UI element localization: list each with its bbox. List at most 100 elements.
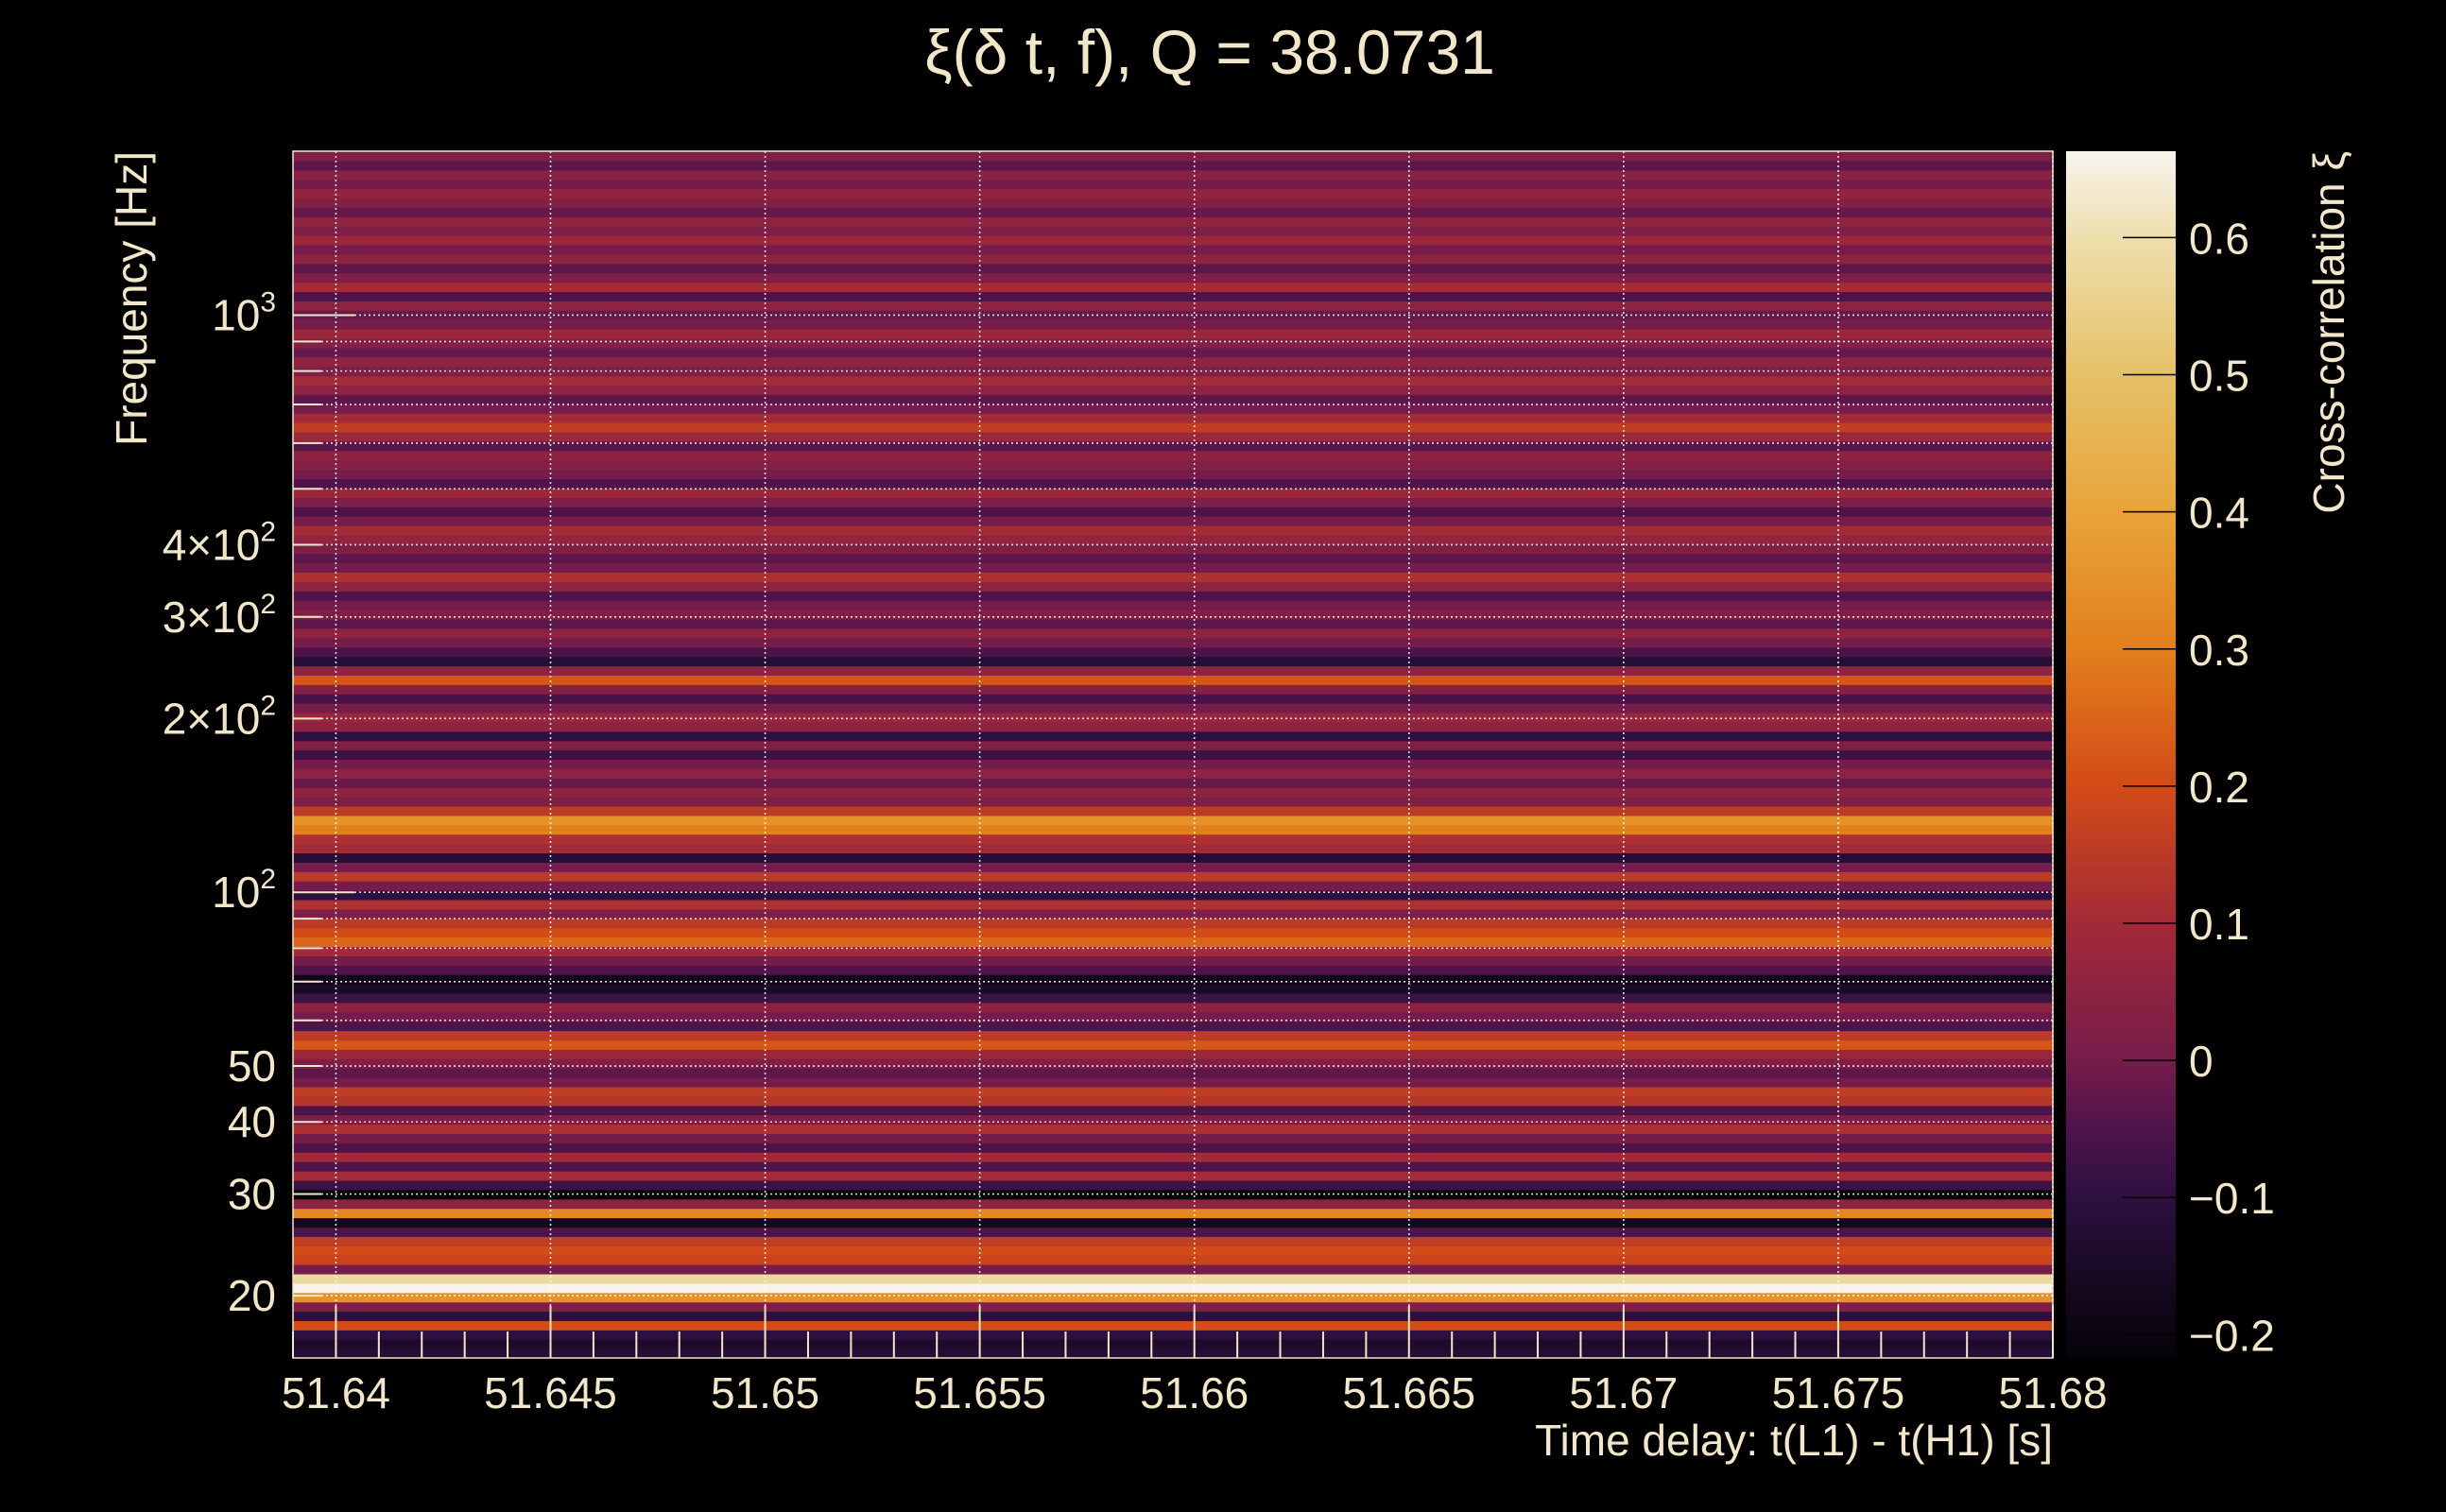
heatmap-row	[293, 730, 2053, 742]
colorbar-tick-label: −0.2	[2189, 1311, 2275, 1360]
heatmap-row	[293, 1236, 2053, 1246]
heatmap-row	[293, 600, 2053, 610]
heatmap-row	[293, 656, 2053, 667]
heatmap-row	[293, 1058, 2053, 1069]
heatmap-row	[293, 759, 2053, 769]
heatmap-row	[293, 899, 2053, 910]
heatmap-row	[293, 1077, 2053, 1088]
heatmap-row	[293, 572, 2053, 582]
heatmap-row	[293, 301, 2053, 311]
heatmap-row	[293, 244, 2053, 255]
heatmap-row	[293, 1282, 2053, 1294]
heatmap-row	[293, 871, 2053, 882]
heatmap-row	[293, 1171, 2053, 1181]
heatmap-row	[293, 413, 2053, 423]
heatmap-row	[293, 955, 2053, 966]
y-tick-exponent: 2	[260, 690, 276, 721]
heatmap-row	[293, 852, 2053, 863]
heatmap-row	[293, 965, 2053, 975]
heatmap-row	[293, 440, 2053, 452]
colorbar-tick-label: 0.6	[2189, 214, 2249, 263]
heatmap-row	[293, 1349, 2053, 1359]
heatmap-row	[293, 160, 2053, 171]
y-tick-label: 30	[228, 1170, 276, 1219]
heatmap-row	[293, 1095, 2053, 1107]
y-tick-base: 20	[228, 1271, 276, 1320]
heatmap-row	[293, 562, 2053, 574]
chart-title: ξ(δ t, f), Q = 38.0731	[924, 17, 1495, 87]
heatmap-row	[293, 1320, 2053, 1331]
y-tick-base: 3×10	[163, 593, 261, 642]
heatmap-row	[293, 1049, 2053, 1059]
heatmap-row	[293, 618, 2053, 629]
heatmap-row	[293, 282, 2053, 293]
heatmap-row	[293, 347, 2053, 358]
heatmap-row	[293, 1124, 2053, 1135]
heatmap-row	[293, 1068, 2053, 1078]
heatmap-row	[293, 749, 2053, 761]
y-tick-label: 3×102	[163, 589, 276, 642]
y-tick-base: 2×10	[163, 694, 261, 743]
heatmap-row	[293, 1292, 2053, 1303]
colorbar-tick-label: 0.2	[2189, 763, 2249, 812]
heatmap-row	[293, 507, 2053, 517]
x-tick-label: 51.675	[1772, 1368, 1905, 1418]
x-tick-label: 51.645	[484, 1368, 617, 1418]
heatmap-row	[293, 1011, 2053, 1022]
heatmap-row	[293, 805, 2053, 816]
heatmap-row	[293, 459, 2053, 471]
heatmap-row	[293, 936, 2053, 948]
heatmap-row	[293, 1086, 2053, 1097]
heatmap-row	[293, 1198, 2053, 1210]
heatmap-row	[293, 778, 2053, 788]
heatmap-row	[293, 291, 2053, 301]
heatmap-row	[293, 543, 2053, 555]
heatmap-row	[293, 497, 2053, 507]
heatmap-row	[293, 169, 2053, 180]
heatmap-row	[293, 946, 2053, 956]
heatmap-row	[293, 1179, 2053, 1191]
heatmap-row	[293, 637, 2053, 648]
heatmap-row	[293, 1301, 2053, 1313]
heatmap-row	[293, 684, 2053, 695]
heatmap-row	[293, 665, 2053, 676]
heatmap-row	[293, 833, 2053, 845]
y-tick-label: 40	[228, 1097, 276, 1146]
x-tick-label: 51.665	[1342, 1368, 1475, 1418]
heatmap-row	[293, 422, 2053, 433]
colorbar-tick-label: 0.3	[2189, 626, 2249, 675]
heatmap-row	[293, 908, 2053, 919]
y-tick-label: 20	[228, 1271, 276, 1320]
heatmap-row	[293, 591, 2053, 601]
heatmap-row	[293, 226, 2053, 236]
heatmap-row	[293, 1002, 2053, 1013]
colorbar-tick-label: 0.5	[2189, 352, 2249, 401]
y-tick-exponent: 2	[260, 516, 276, 547]
heatmap-row	[293, 927, 2053, 938]
x-axis: 51.64 51.645 51.65 51.655 51.66 51.665 51.67 51…	[282, 1306, 2108, 1418]
heatmap-row	[293, 843, 2053, 854]
y-tick-exponent: 2	[260, 589, 276, 620]
colorbar-tick-label: 0.1	[2189, 900, 2249, 949]
heatmap-row	[293, 1152, 2053, 1162]
plot-frame	[292, 150, 2054, 1359]
y-tick-label: 103	[212, 286, 276, 339]
colorbar-tick-label: 0.4	[2189, 489, 2249, 538]
heatmap-row	[293, 1161, 2053, 1172]
heatmap-row	[293, 1255, 2053, 1265]
grid-lines	[293, 151, 2054, 1358]
heatmap-row	[293, 151, 2053, 162]
heatmap-row	[293, 1021, 2053, 1032]
heatmap-row	[293, 1217, 2053, 1228]
y-tick-base: 4×10	[163, 520, 261, 569]
heatmap-row	[293, 1311, 2053, 1321]
heatmap-row	[293, 263, 2053, 274]
x-tick-label: 51.68	[1998, 1368, 2107, 1418]
y-tick-base: 50	[228, 1041, 276, 1091]
y-tick-exponent: 3	[260, 286, 276, 318]
heatmap-row	[293, 431, 2053, 442]
heatmap-row	[293, 862, 2053, 872]
heatmap-row	[293, 450, 2053, 461]
heatmap-row	[293, 815, 2053, 826]
heatmap-row	[293, 610, 2053, 620]
